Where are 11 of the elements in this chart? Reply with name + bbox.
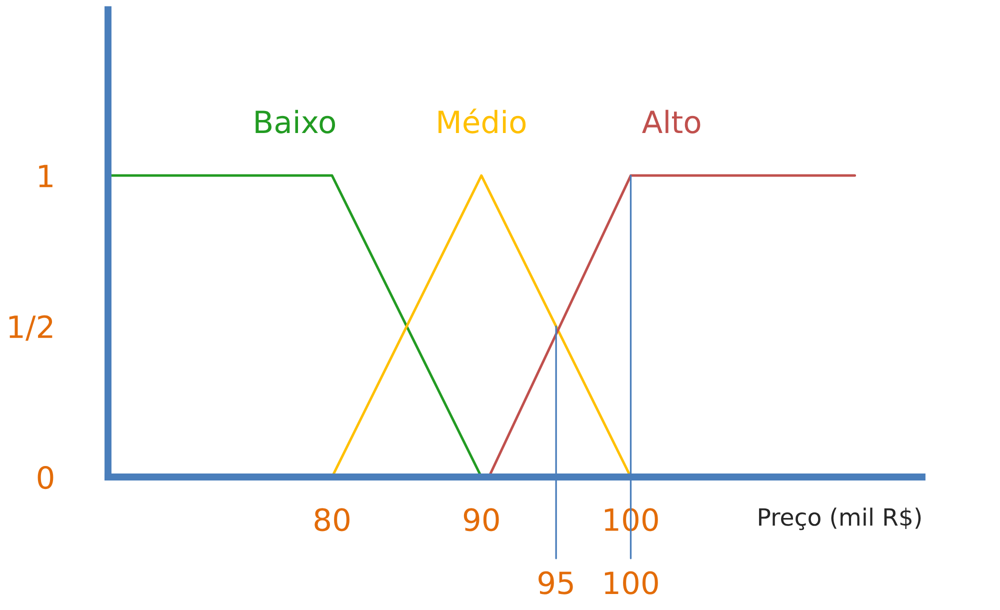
- series-label: Alto: [642, 110, 700, 134]
- y-tick-label: 0: [38, 466, 54, 490]
- ref-line-label: 95: [538, 571, 573, 594]
- series-label: Baixo: [256, 110, 336, 134]
- y-tick-label: 1/2: [9, 315, 52, 341]
- x-tick-label: 90: [464, 508, 499, 532]
- series-label: Médio: [438, 108, 526, 134]
- y-tick-label: 1: [39, 164, 52, 188]
- x-tick-label: 80: [314, 508, 350, 532]
- x-axis-title: Preço (mil R$): [759, 508, 921, 530]
- ref-line-label: 100: [604, 571, 658, 594]
